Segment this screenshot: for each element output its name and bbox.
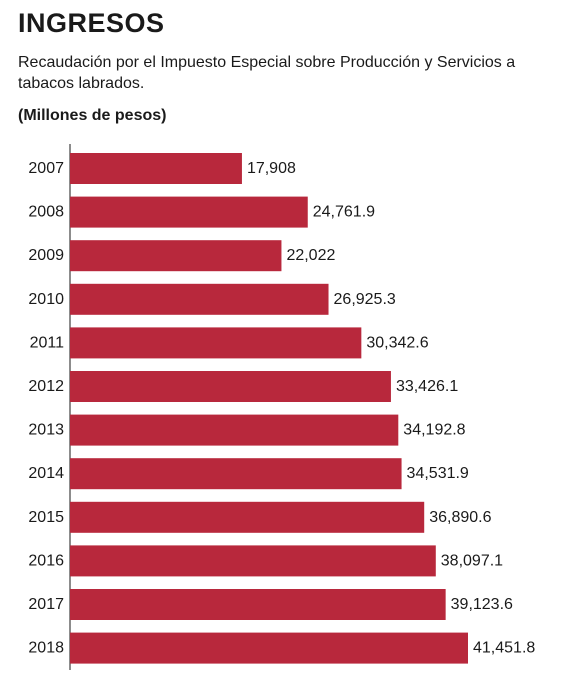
y-tick-label-2016: 2016 [28,552,64,569]
bar-2008 [70,196,308,228]
value-label-2009: 22,022 [286,247,335,264]
chart-subtitle: Recaudación por el Impuesto Especial sob… [18,54,516,92]
value-label-2016: 38,097.1 [441,552,503,569]
value-label-2011: 30,342.6 [366,334,428,351]
bar-2013 [70,414,399,446]
y-tick-label-2012: 2012 [28,378,64,395]
y-tick-label-2011: 2011 [30,334,65,351]
y-tick-label-2014: 2014 [28,465,64,482]
y-tick-label-2008: 2008 [28,204,64,221]
bar-2017 [70,589,446,620]
bar-2014 [70,458,402,490]
value-label-2007: 17,908 [247,160,296,177]
bar-2016 [70,545,436,577]
value-label-2014: 34,531.9 [407,465,469,482]
value-label-2018: 41,451.8 [473,640,535,657]
y-tick-label-2009: 2009 [28,247,64,264]
y-tick-label-2010: 2010 [28,291,64,308]
bar-2011 [70,327,362,359]
y-tick-label-2013: 2013 [28,422,64,439]
value-label-2015: 36,890.6 [429,509,491,526]
bar-2010 [70,283,329,315]
y-tick-label-2017: 2017 [28,596,64,613]
bar-2018 [70,632,468,664]
value-label-2013: 34,192.8 [403,422,465,439]
value-label-2017: 39,123.6 [451,596,513,613]
bar-2007 [70,153,242,184]
y-tick-label-2015: 2015 [28,509,64,526]
bar-chart: 2007 17,908 2008 24,761.9 2009 22,022 2010 26,9… [28,144,535,670]
value-label-2008: 24,761.9 [313,204,375,221]
bar-2012 [70,371,391,402]
y-tick-label-2007: 2007 [28,160,64,177]
bar-2015 [70,501,425,533]
unit-label: (Millones de pesos) [18,107,167,124]
chart-title: INGRESOS [18,8,165,38]
bar-2009 [70,240,282,272]
value-label-2012: 33,426.1 [396,378,458,395]
y-tick-label-2018: 2018 [28,640,64,657]
value-label-2010: 26,925.3 [334,291,396,308]
